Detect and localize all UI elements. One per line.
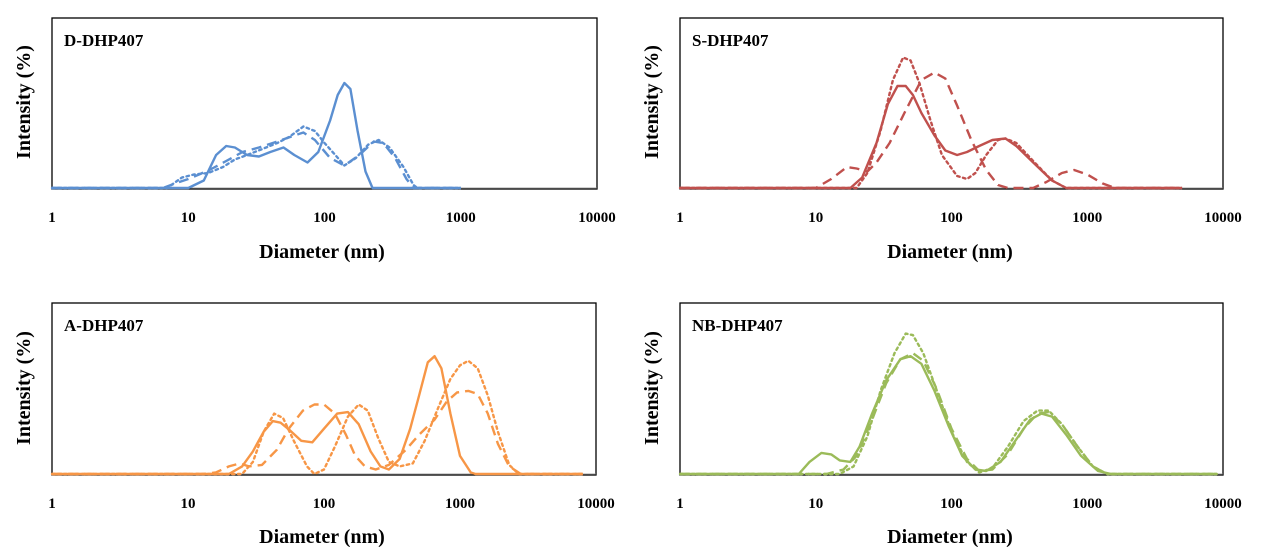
chart-panel-2: S-DHP407 1 10 100 1000 10000 Diameter (nm) Inte… <box>641 17 1242 263</box>
panel-title: A-DHP407 <box>64 316 144 335</box>
x-tick-label: 100 <box>940 210 963 226</box>
chart-panel-4: NB-DHP407 1 10 100 1000 10000 Diameter (nm) Int… <box>641 302 1242 547</box>
series-line-dotted <box>678 332 1218 476</box>
y-axis-label: Intensity (%) <box>641 45 663 159</box>
series-line-dashed <box>680 352 1217 476</box>
y-axis-label: Intensity (%) <box>13 45 35 159</box>
series-line-dotted <box>678 56 1184 190</box>
plot-frame <box>679 302 1224 476</box>
x-axis-label: Diameter (nm) <box>887 241 1013 263</box>
x-tick-label: 10 <box>181 210 196 226</box>
x-tick-label: 1000 <box>445 496 475 512</box>
x-tick-label: 1000 <box>446 210 476 226</box>
plot-frame <box>679 17 1224 190</box>
plot-frame <box>51 17 598 190</box>
y-axis-label: Intensity (%) <box>641 331 663 445</box>
x-tick-label: 100 <box>313 210 336 226</box>
plot-frame <box>51 302 597 476</box>
chart-panel-1: D-DHP407 1 10 100 1000 10000 Diameter (nm) Inte… <box>13 17 616 263</box>
x-tick-label: 1 <box>676 210 684 226</box>
series-line-solid <box>680 84 1183 190</box>
x-tick-label: 100 <box>940 496 963 512</box>
series-line-dashed <box>680 71 1183 190</box>
x-axis-label: Diameter (nm) <box>259 526 385 547</box>
x-tick-label: 1 <box>48 496 56 512</box>
series-line-dashed <box>52 131 461 190</box>
chart-panel-3: A-DHP407 1 10 100 1000 10000 Diameter (nm) Inte… <box>13 302 615 547</box>
x-axis-label: Diameter (nm) <box>887 526 1013 547</box>
y-axis-label: Intensity (%) <box>13 331 35 445</box>
x-tick-label: 10000 <box>577 496 615 512</box>
x-axis-label: Diameter (nm) <box>259 241 385 263</box>
x-tick-label: 10000 <box>1204 496 1242 512</box>
series-line-dotted <box>50 359 584 476</box>
series-line-dashed <box>52 389 583 476</box>
x-tick-label: 10000 <box>578 210 616 226</box>
x-tick-label: 1 <box>676 496 684 512</box>
x-tick-label: 10000 <box>1204 210 1242 226</box>
panel-title: S-DHP407 <box>692 31 769 50</box>
panel-title: D-DHP407 <box>64 31 144 50</box>
x-tick-label: 10 <box>181 496 196 512</box>
panel-title: NB-DHP407 <box>692 316 783 335</box>
x-tick-label: 10 <box>808 496 823 512</box>
x-tick-label: 1000 <box>1072 496 1102 512</box>
series-line-solid <box>52 81 461 190</box>
x-tick-label: 1000 <box>1072 210 1102 226</box>
x-tick-label: 1 <box>48 210 56 226</box>
series-line-dotted <box>50 125 462 190</box>
x-tick-label: 10 <box>808 210 823 226</box>
x-tick-label: 100 <box>313 496 336 512</box>
series-line-solid <box>680 355 1217 476</box>
